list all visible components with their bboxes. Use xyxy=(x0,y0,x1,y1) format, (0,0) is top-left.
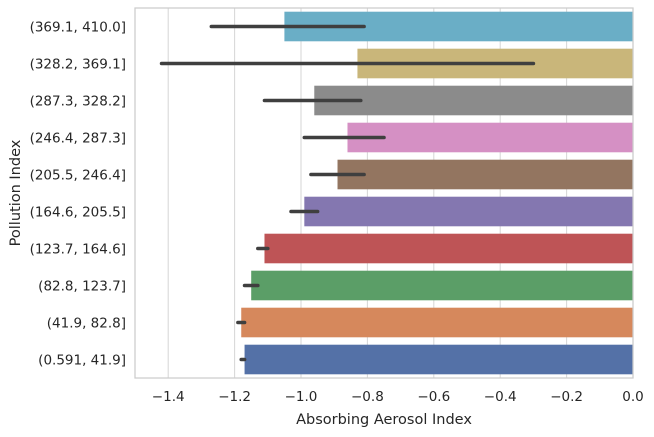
x-tick-label: −0.6 xyxy=(417,389,450,405)
error-bars xyxy=(159,24,536,362)
y-tick-label: (205.5, 246.4] xyxy=(30,168,126,184)
y-tick-labels: (369.1, 410.0] (328.2, 369.1] (287.3, 328.… xyxy=(30,20,126,369)
y-tick-label: (328.2, 369.1] xyxy=(30,57,126,73)
x-tick-label: −1.2 xyxy=(218,389,251,405)
x-axis-label: Absorbing Aerosol Index xyxy=(296,412,472,428)
x-tick-label: −0.8 xyxy=(351,389,384,405)
x-tick-label: 0.0 xyxy=(622,389,643,405)
x-tick-label: −0.4 xyxy=(484,389,517,405)
y-tick-label: (287.3, 328.2] xyxy=(30,94,126,110)
bar xyxy=(347,122,633,153)
y-tick-label: (246.4, 287.3] xyxy=(30,131,126,147)
bar xyxy=(304,196,633,227)
y-tick-label: (82.8, 123.7] xyxy=(38,279,126,295)
y-tick-label: (0.591, 41.9] xyxy=(38,353,126,369)
bar xyxy=(251,270,633,301)
bar xyxy=(337,159,633,190)
x-tick-label: −1.0 xyxy=(285,389,318,405)
plot-frame xyxy=(134,7,634,379)
y-tick-label: (41.9, 82.8] xyxy=(47,316,126,332)
y-tick-label: (123.7, 164.6] xyxy=(30,242,126,258)
bar xyxy=(241,307,634,338)
y-axis-label: Pollution Index xyxy=(8,139,24,246)
x-tick-label: −0.2 xyxy=(550,389,583,405)
bar xyxy=(264,233,633,264)
y-tick-label: (369.1, 410.0] xyxy=(30,20,126,36)
x-tick-labels: −1.4 −1.2 −1.0 −0.8 −0.6 −0.4 −0.2 0.0 xyxy=(152,389,644,405)
x-tick-label: −1.4 xyxy=(152,389,185,405)
bars xyxy=(241,11,634,375)
bar xyxy=(314,85,633,116)
y-tick-label: (164.6, 205.5] xyxy=(30,205,126,221)
bar xyxy=(244,344,633,375)
